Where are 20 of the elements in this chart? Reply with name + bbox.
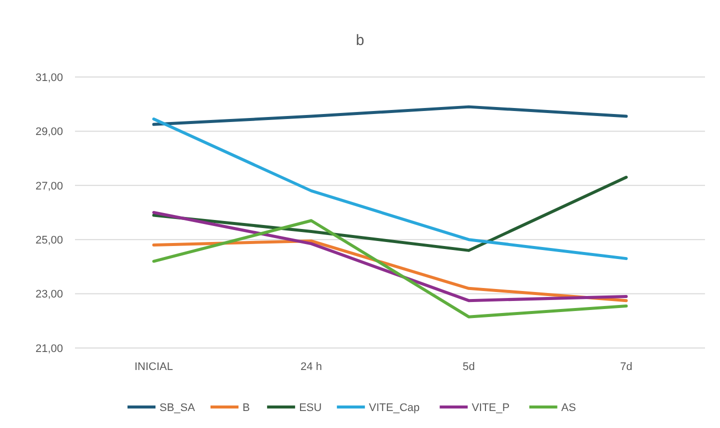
x-tick-label: INICIAL (134, 361, 174, 373)
x-tick-label: 24 h (300, 361, 322, 373)
y-tick-label: 25,00 (35, 234, 63, 246)
y-tick-label: 27,00 (35, 180, 63, 192)
y-tick-label: 31,00 (35, 72, 63, 84)
line-series (152, 219, 628, 318)
y-tick-label: 29,00 (35, 126, 63, 138)
legend-label: B (242, 402, 250, 414)
legend-label: SB_SA (160, 402, 196, 414)
legend-label: ESU (299, 402, 322, 414)
y-tick-label: 23,00 (35, 288, 63, 301)
chart-title: b (356, 32, 364, 49)
legend-label: VITE_P (472, 402, 510, 414)
legend-label: VITE_Cap (368, 402, 420, 414)
legend-label: AS (561, 402, 576, 414)
y-tick-label: 21,00 (35, 342, 63, 355)
x-tick-label: 5d (462, 361, 475, 373)
x-tick-label: 7d (620, 361, 632, 373)
line-series (152, 211, 628, 302)
line-series (152, 118, 628, 260)
